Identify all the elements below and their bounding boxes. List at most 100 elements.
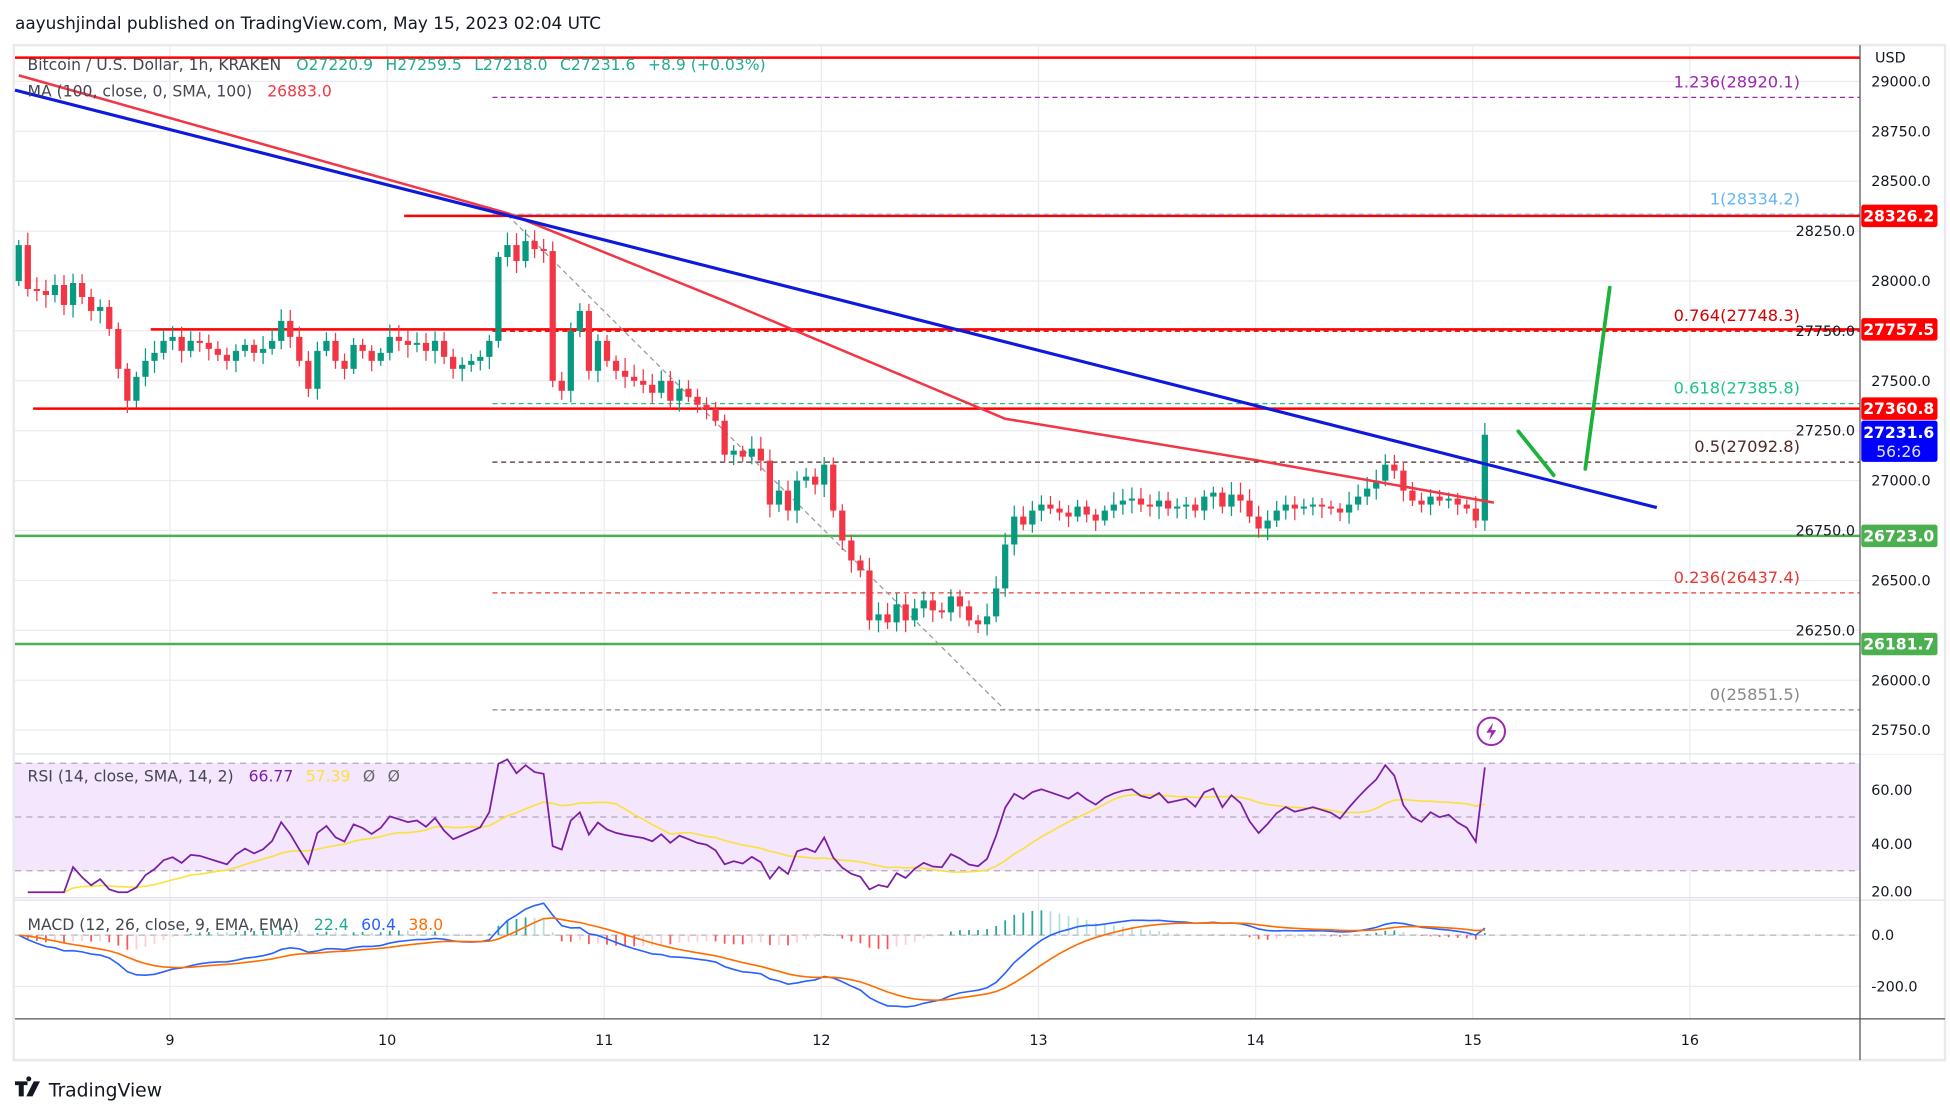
candle-body	[1002, 544, 1009, 589]
candle-body	[965, 606, 973, 621]
rsi-legend[interactable]: RSI (14, close, SMA, 14, 2) 66.77 57.39 …	[28, 767, 400, 785]
candle-body	[802, 476, 810, 481]
support-badge[interactable]	[1861, 524, 1938, 548]
candle-body	[576, 310, 583, 331]
fib-level-label: 0(25851.5)	[1710, 685, 1800, 704]
candle-body	[1291, 504, 1298, 509]
candle-body	[1246, 500, 1253, 517]
candle-body	[830, 464, 837, 511]
ma-legend[interactable]: MA (100, close, 0, SMA, 100) 26883.0	[28, 82, 332, 100]
candle-body	[1264, 520, 1271, 529]
candle-body	[223, 354, 231, 361]
fib-level-label: 0.236(26437.4)	[1674, 568, 1800, 587]
rsi-na: Ø	[363, 767, 375, 785]
candles	[15, 229, 1488, 636]
fib-level-label: 0.764(27748.3)	[1674, 306, 1800, 325]
projection-arrow[interactable]	[1516, 429, 1556, 478]
candle-body	[440, 340, 448, 357]
fib-level-label: 0.618(27385.8)	[1674, 379, 1800, 398]
candle-body	[938, 610, 945, 613]
candle-body	[920, 600, 927, 609]
time-tick-label: 14	[1246, 1033, 1264, 1049]
candle-body	[1345, 504, 1353, 513]
resistance-badge[interactable]	[1861, 397, 1938, 420]
resistance-badge[interactable]	[1861, 204, 1938, 228]
candle-body	[287, 320, 294, 337]
candle-body	[522, 241, 529, 262]
support-badge-text: 26723.0	[1863, 528, 1934, 546]
candle-body	[51, 284, 59, 295]
candle-body	[703, 404, 710, 409]
candle-body	[1047, 504, 1054, 509]
candle-body	[468, 360, 475, 365]
ohlc-legend: Bitcoin / U.S. Dollar, 1h, KRAKEN O27220…	[28, 56, 766, 74]
price-tick-label: 26250.0	[1796, 623, 1855, 639]
candle-body	[1119, 500, 1126, 505]
candle-body	[178, 336, 185, 351]
candle-body	[775, 490, 783, 505]
price-tick-label: 25750.0	[1871, 723, 1930, 739]
candle-body	[1382, 464, 1389, 481]
overlays	[14, 74, 1658, 510]
tradingview-logo[interactable]: TradingView	[15, 1076, 162, 1101]
candle-body	[1183, 504, 1190, 507]
candle-body	[793, 480, 801, 511]
candle-body	[712, 408, 719, 421]
candle-body	[866, 570, 873, 621]
candle-body	[947, 596, 955, 613]
candle-body	[1029, 510, 1036, 525]
candle-body	[359, 344, 366, 351]
rsi-sma-value: 57.39	[306, 767, 351, 785]
candle-body	[187, 340, 194, 351]
candle-body	[1083, 506, 1090, 515]
price-tick-label: 29000.0	[1871, 74, 1930, 90]
rsi-tick-label: 40.00	[1871, 837, 1912, 853]
current-price-badge[interactable]	[1861, 420, 1938, 462]
candle-body	[640, 380, 647, 385]
candle-body	[431, 340, 439, 351]
candle-body	[1056, 508, 1063, 513]
candle-body	[60, 284, 68, 305]
candle-body	[350, 344, 357, 369]
candle-body	[205, 342, 212, 349]
macd-legend[interactable]: MACD (12, 26, close, 9, EMA, EMA) 22.4 6…	[28, 916, 444, 934]
candle-body	[151, 352, 158, 361]
candle-body	[531, 241, 538, 250]
candle-body	[993, 588, 1000, 617]
price-tick-label: 28500.0	[1871, 174, 1930, 190]
chart-frame	[12, 43, 1947, 1062]
support-badge[interactable]	[1861, 632, 1938, 656]
price-tick-label: 27000.0	[1871, 474, 1930, 490]
candle-body	[1273, 510, 1280, 521]
projection-arrow[interactable]	[1583, 285, 1612, 471]
change-value: +8.9 (+0.03%)	[648, 56, 766, 74]
candle-body	[259, 348, 267, 353]
candle-body	[1137, 498, 1145, 505]
candle-body	[983, 616, 991, 625]
candle-body	[1327, 506, 1335, 509]
candle-body	[477, 356, 484, 361]
price-tick-label: 28750.0	[1871, 124, 1930, 140]
candle-body	[730, 450, 737, 455]
lightning-icon[interactable]	[1476, 716, 1506, 747]
price-tick-label: 27250.0	[1796, 424, 1855, 440]
candle-body	[721, 420, 728, 455]
candle-body	[875, 614, 882, 621]
resistance-badge[interactable]	[1861, 318, 1938, 341]
macd-signal-line	[18, 917, 1485, 1001]
candle-body	[685, 388, 692, 397]
time-tick-label: 10	[378, 1033, 396, 1049]
bearish-trend-line[interactable]	[14, 88, 1658, 510]
macd-tick-label: -200.0	[1871, 979, 1917, 995]
candle-body	[667, 380, 674, 401]
fib-trend-line[interactable]	[507, 214, 1006, 711]
candle-body	[1146, 504, 1154, 507]
resistance-badge-text: 27757.5	[1863, 321, 1934, 339]
candle-body	[1373, 480, 1380, 489]
candle-body	[1092, 514, 1099, 521]
candle-body	[278, 320, 285, 341]
candle-body	[1454, 498, 1461, 505]
candle-body	[848, 540, 855, 561]
ma-value: 26883.0	[267, 82, 332, 100]
